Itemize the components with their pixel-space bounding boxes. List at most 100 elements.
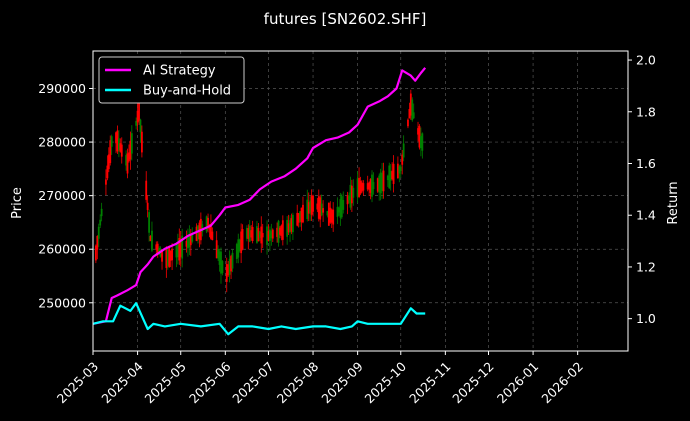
candle-body: [248, 225, 251, 242]
candle-body: [349, 184, 352, 208]
y-left-tick-label: 270000: [38, 188, 86, 203]
candle-body: [181, 235, 184, 259]
candle-body: [119, 143, 122, 152]
candle-body: [310, 195, 313, 215]
candle-body: [99, 219, 102, 226]
candle-body: [350, 185, 353, 204]
candle-body: [418, 125, 421, 148]
candle-body: [322, 208, 325, 213]
candle-body: [302, 204, 304, 223]
candle-body: [309, 200, 312, 213]
candle-body: [299, 211, 301, 222]
candle-body: [368, 182, 371, 190]
candle-body: [100, 208, 103, 217]
candle-body: [156, 243, 159, 255]
candle-body: [149, 236, 152, 241]
candle-body: [286, 219, 289, 237]
candle-body: [369, 178, 372, 193]
candle-body: [332, 209, 335, 225]
candle-body: [105, 179, 107, 185]
candle-body: [342, 200, 345, 210]
candle-body: [176, 243, 179, 258]
candle-body: [189, 233, 192, 246]
candle-body: [151, 230, 153, 251]
candle-body: [230, 256, 232, 272]
candle-body: [300, 207, 303, 223]
candle-body: [329, 207, 332, 223]
candle-body: [408, 109, 411, 119]
candle-body: [317, 196, 320, 219]
candle-body: [260, 226, 263, 244]
candle-body: [379, 172, 382, 194]
candle-body: [359, 180, 362, 194]
candle-body: [276, 227, 278, 237]
candle-body: [330, 209, 333, 223]
y-left-tick-label: 280000: [38, 135, 86, 150]
candle-body: [258, 231, 261, 238]
candle-body: [169, 250, 172, 261]
candle-body: [97, 226, 100, 239]
legend-label-strategy: AI Strategy: [143, 64, 216, 79]
candle-body: [268, 229, 271, 241]
candle-body: [217, 248, 220, 259]
candle-body: [327, 202, 330, 226]
candle-body: [312, 195, 314, 212]
candle-body: [148, 212, 150, 233]
candle-body: [399, 166, 402, 172]
candle-body: [215, 240, 218, 259]
strategy-line: [92, 67, 427, 325]
candle-body: [381, 172, 383, 192]
candle-body: [195, 226, 198, 241]
candle-body: [178, 238, 181, 261]
candle-body: [138, 98, 140, 122]
candle-body: [207, 217, 209, 227]
candle-body: [135, 120, 138, 126]
y-right-tick-label: 1.8: [636, 104, 656, 119]
legend-label-buy-hold: Buy-and-Hold: [143, 84, 231, 99]
candle-body: [237, 239, 240, 258]
candle-body: [376, 178, 379, 192]
candle-body: [340, 196, 343, 218]
candle-body: [372, 181, 375, 190]
candle-body: [94, 245, 97, 261]
candle-body: [126, 153, 129, 174]
candle-body: [389, 171, 392, 181]
y-axis-left-title: Price: [10, 187, 25, 219]
candle-body: [281, 220, 284, 240]
candle-body: [398, 166, 401, 174]
y-axis-right-title: Return: [666, 181, 681, 224]
candle-body: [110, 136, 113, 147]
candle-body: [388, 165, 391, 189]
candle-body: [407, 119, 409, 127]
candle-body: [240, 231, 243, 254]
candle-body: [320, 203, 323, 216]
candle-body: [146, 202, 149, 210]
candle-layer: [94, 89, 424, 293]
y-right-tick-label: 1.2: [636, 259, 656, 274]
candle-body: [250, 230, 253, 238]
y-right-tick-label: 2.0: [636, 53, 656, 68]
y-left-tick-label: 260000: [38, 242, 86, 257]
candle-body: [386, 175, 389, 181]
candle-body: [227, 264, 230, 276]
candle-body: [125, 155, 127, 166]
candle-body: [238, 239, 241, 252]
candle-body: [292, 214, 294, 233]
candle-body: [106, 165, 109, 179]
candle-body: [420, 136, 422, 149]
candle-body: [107, 154, 110, 170]
candle-body: [346, 195, 349, 205]
y-right-tick-label: 1.6: [636, 156, 656, 171]
candle-body: [256, 226, 258, 243]
candle-body: [362, 183, 365, 191]
candle-body: [366, 183, 369, 190]
candle-body: [266, 226, 268, 245]
candle-body: [279, 227, 281, 235]
candle-body: [159, 250, 162, 257]
candle-body: [382, 170, 385, 192]
candle-body: [120, 144, 123, 157]
y-left-tick-label: 290000: [38, 81, 86, 96]
candle-body: [145, 180, 148, 200]
candle-body: [261, 232, 264, 238]
